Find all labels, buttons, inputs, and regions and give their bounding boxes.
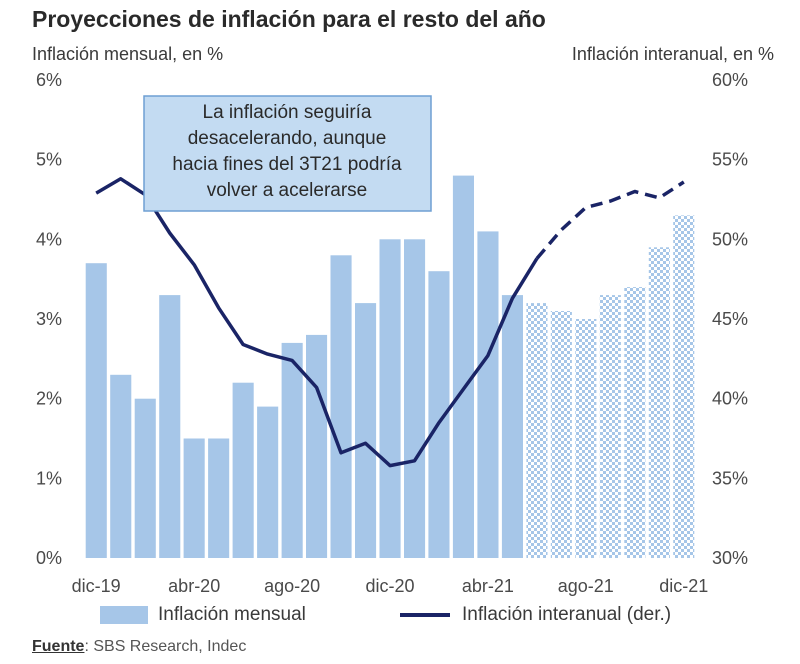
legend-line-swatch <box>400 613 450 617</box>
left-tick-label: 6% <box>36 70 62 90</box>
bar-feb-21 <box>428 271 450 558</box>
left-tick-label: 1% <box>36 468 62 488</box>
line-projection <box>535 180 685 260</box>
source-label: Fuente <box>32 638 85 655</box>
line-series <box>95 177 685 468</box>
x-tick-label: dic-20 <box>365 576 414 596</box>
right-tick-label: 35% <box>712 468 748 488</box>
bar-jul-21 <box>550 311 572 558</box>
annotation-box: La inflación seguiría desacelerando, aunq… <box>143 95 432 212</box>
annotation-frame <box>143 95 432 212</box>
x-tick-label: ago-20 <box>264 576 320 596</box>
bar-nov-20 <box>355 303 377 558</box>
bar-oct-21 <box>624 287 646 558</box>
bar-dic-21 <box>673 215 695 558</box>
left-axis-label: Inflación mensual, en % <box>32 44 224 64</box>
chart-title: Proyecciones de inflación para el resto … <box>32 6 546 32</box>
bar-dic-19 <box>85 263 107 558</box>
bar-oct-20 <box>330 255 352 559</box>
right-tick-label: 50% <box>712 229 748 249</box>
x-tick-label: dic-21 <box>659 576 708 596</box>
bar-sep-20 <box>306 334 328 558</box>
left-tick-label: 4% <box>36 229 62 249</box>
bar-dic-20 <box>379 239 401 559</box>
annotation-line: desacelerando, aunque <box>188 128 387 149</box>
bar-ene-21 <box>404 239 426 559</box>
right-tick-label: 45% <box>712 309 748 329</box>
bar-feb-20 <box>134 398 156 558</box>
right-tick-label: 55% <box>712 150 748 170</box>
legend-bar-swatch <box>100 606 148 624</box>
legend-bar: Inflación mensual <box>100 604 306 626</box>
bar-ago-21 <box>575 319 597 558</box>
left-axis-ticks: 0% 1% 2% 3% 4% 5% 6% <box>36 70 62 568</box>
left-tick-label: 2% <box>36 389 62 409</box>
legend-line-label: Inflación interanual (der.) <box>462 604 672 625</box>
bar-mar-21 <box>452 175 474 558</box>
bar-jun-21 <box>526 303 548 558</box>
x-tick-label: dic-19 <box>72 576 121 596</box>
bar-may-21 <box>501 295 523 558</box>
x-axis-ticks: dic-19 abr-20 ago-20 dic-20 abr-21 ago-21 dic-… <box>72 576 709 596</box>
bar-abr-21 <box>477 231 499 558</box>
annotation-line: volver a acelerarse <box>207 180 368 201</box>
right-tick-label: 40% <box>712 389 748 409</box>
bar-may-20 <box>208 438 230 558</box>
x-tick-label: abr-20 <box>168 576 220 596</box>
bar-nov-21 <box>648 247 670 559</box>
bar-sep-21 <box>599 295 621 558</box>
source-note: Fuente: SBS Research, Indec <box>32 638 246 656</box>
bar-abr-20 <box>183 438 205 558</box>
legend-line: Inflación interanual (der.) <box>400 604 671 626</box>
bar-jul-20 <box>257 406 279 558</box>
legend-bar-label: Inflación mensual <box>158 604 306 625</box>
x-tick-label: ago-21 <box>558 576 614 596</box>
right-axis-label: Inflación interanual, en % <box>571 44 774 64</box>
right-axis-ticks: 30% 35% 40% 45% 50% 55% 60% <box>712 70 748 568</box>
annotation-line: hacia fines del 3T21 podría <box>172 154 402 175</box>
bar-mar-20 <box>159 295 181 558</box>
bar-jun-20 <box>232 382 254 558</box>
bar-ene-20 <box>110 374 132 558</box>
right-tick-label: 30% <box>712 548 748 568</box>
source-text: : SBS Research, Indec <box>84 638 247 655</box>
left-tick-label: 3% <box>36 309 62 329</box>
annotation-line: La inflación seguiría <box>203 102 372 123</box>
left-tick-label: 0% <box>36 548 62 568</box>
x-tick-label: abr-21 <box>462 576 514 596</box>
left-tick-label: 5% <box>36 150 62 170</box>
bar-series <box>85 175 695 559</box>
right-tick-label: 60% <box>712 70 748 90</box>
bar-ago-20 <box>281 342 303 558</box>
